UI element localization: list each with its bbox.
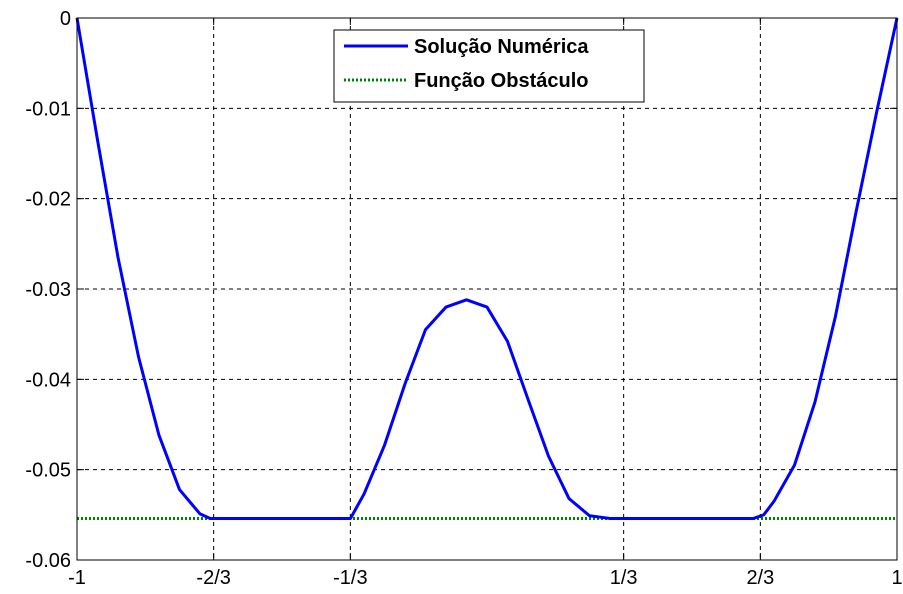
y-tick-label: -0.05 bbox=[25, 460, 71, 482]
x-tick-label: 2/3 bbox=[746, 567, 774, 589]
y-tick-label: 0 bbox=[60, 8, 71, 30]
y-tick-label: -0.02 bbox=[25, 189, 71, 211]
x-tick-label: -1 bbox=[68, 567, 86, 589]
legend-box bbox=[333, 29, 645, 103]
y-tick-label: -0.03 bbox=[25, 279, 71, 301]
x-tick-label: -2/3 bbox=[196, 567, 230, 589]
tick-labels: -1 -2/3 -1/3 1/3 2/3 1 0 -0.01 -0.02 -0.03 -0.04 -0… bbox=[25, 8, 902, 589]
legend-label-obstaculo: Função Obstáculo bbox=[414, 70, 588, 92]
x-tick-label: -1/3 bbox=[333, 567, 367, 589]
legend-label-solucao: Solução Numérica bbox=[414, 36, 589, 58]
series-line-0 bbox=[75, 17, 899, 520]
legend: Solução Numérica Função Obstáculo bbox=[333, 29, 645, 103]
x-tick-label: 1 bbox=[891, 567, 902, 589]
grid-lines bbox=[77, 18, 897, 560]
series-layer bbox=[75, 17, 899, 520]
y-tick-label: -0.06 bbox=[25, 550, 71, 572]
ticks bbox=[76, 17, 898, 561]
y-tick-label: -0.01 bbox=[25, 98, 71, 120]
y-tick-label: -0.04 bbox=[25, 369, 71, 391]
x-tick-label: 1/3 bbox=[610, 567, 638, 589]
